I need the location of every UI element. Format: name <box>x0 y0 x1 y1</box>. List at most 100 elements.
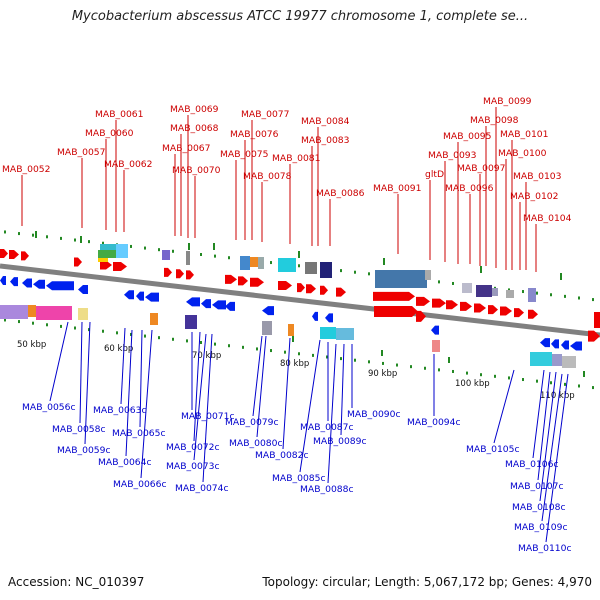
forward-gene-label: MAB_0102 <box>510 191 559 202</box>
dna-tick-mark <box>312 353 314 357</box>
dna-tick-mark <box>438 280 440 284</box>
dna-tick-mark <box>424 366 426 370</box>
dna-tick-mark <box>396 363 398 367</box>
reverse-gene-leader <box>541 373 563 522</box>
forward-gene-label: MAB_0096 <box>445 183 494 194</box>
dna-tick-mark <box>144 334 146 338</box>
gene-feature-box <box>36 306 72 320</box>
reverse-gene-arrow <box>262 306 274 316</box>
gene-feature-box <box>320 327 336 339</box>
gene-feature-box <box>186 251 190 265</box>
reverse-gene-arrow <box>225 301 235 311</box>
reverse-gene-arrow <box>136 291 144 301</box>
reverse-gene-leader <box>532 369 545 459</box>
reverse-gene-label: MAB_0087c <box>300 422 354 433</box>
reverse-gene-label: MAB_0056c <box>22 402 76 413</box>
dna-tick-mark <box>88 240 90 244</box>
forward-gene-label: MAB_0052 <box>2 164 51 175</box>
gene-feature-box <box>150 313 158 325</box>
reverse-gene-arrow <box>22 278 32 288</box>
reverse-gene-leader <box>140 329 153 479</box>
reverse-gene-leader <box>193 333 207 461</box>
gene-feature-box <box>425 270 431 280</box>
reverse-gene-label: MAB_0105c <box>466 444 520 455</box>
dna-tick-mark <box>354 270 356 274</box>
reverse-gene-arrow <box>145 292 159 302</box>
dna-tick-mark <box>74 238 76 242</box>
forward-gene-arrow <box>306 284 316 294</box>
forward-gene-label: MAB_0083 <box>301 135 350 146</box>
gene-feature-box <box>98 258 108 262</box>
gene-feature-box <box>530 352 552 366</box>
dna-tick-mark <box>284 350 286 354</box>
forward-gene-arrow <box>528 309 538 319</box>
gene-feature-box <box>462 283 472 293</box>
forward-gene-arrow <box>474 303 486 313</box>
map-title: Mycobacterium abscessus ATCC 19977 chrom… <box>71 9 529 24</box>
reverse-gene-leader <box>84 321 91 445</box>
gene-feature-box <box>116 244 128 258</box>
dna-tick-mark <box>172 249 174 253</box>
dna-tick-mark <box>116 331 118 335</box>
reverse-gene-label: MAB_0063c <box>93 405 147 416</box>
dna-tick-mark <box>326 355 328 359</box>
dna-tick-mark <box>214 342 216 346</box>
reverse-gene-arrow <box>124 290 134 300</box>
scale-tick-label: 50 kbp <box>17 340 46 350</box>
reverse-gene-arrow <box>325 313 333 323</box>
forward-gene-label: gltD <box>425 169 444 180</box>
forward-gene-label: MAB_0057 <box>57 147 106 158</box>
forward-gene-arrow <box>186 270 194 280</box>
dna-tick-mark <box>228 256 230 260</box>
reverse-gene-leader <box>537 371 551 481</box>
dna-tick-mark <box>200 253 202 256</box>
forward-gene-label: MAB_0084 <box>301 116 350 127</box>
dna-tick-mark <box>102 329 104 333</box>
reverse-gene-label: MAB_0110c <box>518 543 572 554</box>
forward-gene-arrow <box>374 306 418 318</box>
forward-gene-label: MAB_0101 <box>500 129 549 140</box>
dna-tick-mark <box>578 384 580 388</box>
dna-tick-mark <box>382 361 384 365</box>
forward-gene-arrow <box>278 280 292 290</box>
forward-gene-label: MAB_0104 <box>523 213 572 224</box>
reverse-gene-label: MAB_0090c <box>347 409 401 420</box>
dna-tick-mark <box>368 360 370 364</box>
forward-gene-label: MAB_0078 <box>243 171 292 182</box>
dna-tick-mark <box>536 379 538 383</box>
dna-tick-mark <box>381 350 383 356</box>
scale-tick-label: 80 kbp <box>280 359 309 369</box>
forward-gene-arrow <box>336 287 346 297</box>
dna-tick-mark <box>448 357 450 363</box>
dna-tick-mark <box>292 336 294 342</box>
dna-tick-mark <box>340 357 342 361</box>
forward-gene-arrow <box>9 250 19 260</box>
reverse-gene-leader <box>327 343 337 484</box>
dna-tick-mark <box>88 328 90 332</box>
forward-gene-label: MAB_0070 <box>172 165 221 176</box>
dna-tick-mark <box>18 232 20 236</box>
reverse-gene-label: MAB_0082c <box>255 450 309 461</box>
reverse-gene-leader <box>493 369 515 444</box>
forward-gene-arrow <box>297 283 305 293</box>
reverse-gene-label: MAB_0088c <box>300 484 354 495</box>
dna-tick-mark <box>466 371 468 375</box>
dna-tick-mark <box>46 235 48 239</box>
dna-tick-mark <box>200 341 202 344</box>
dna-tick-mark <box>270 349 272 353</box>
dna-tick-mark <box>452 369 454 373</box>
forward-gene-arrow <box>164 267 172 277</box>
dna-tick-mark <box>298 352 300 356</box>
dna-tick-mark <box>130 244 132 248</box>
gene-feature-box <box>320 262 332 278</box>
reverse-gene-label: MAB_0109c <box>514 522 568 533</box>
dna-tick-mark <box>298 251 300 258</box>
forward-gene-label: MAB_0077 <box>241 109 290 120</box>
forward-gene-arrow <box>74 257 82 267</box>
reverse-gene-arrow <box>431 325 439 335</box>
topology-summary: Topology: circular; Length: 5,067,172 bp… <box>262 575 592 589</box>
gene-feature-box <box>278 258 296 272</box>
scale-tick-label: 60 kbp <box>104 344 133 354</box>
forward-gene-label: MAB_0095 <box>443 131 492 142</box>
